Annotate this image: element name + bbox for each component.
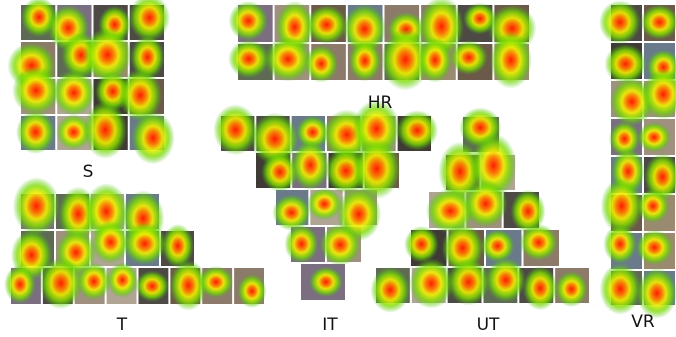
heat-blob (264, 36, 312, 82)
heat-blob (228, 0, 269, 41)
heat-blob (463, 179, 508, 228)
heat-blob (352, 138, 401, 200)
heat-blob (56, 114, 92, 151)
heat-blob (522, 266, 558, 311)
heat-blob (284, 224, 319, 264)
panel-label: VR (631, 312, 655, 332)
heat-blob (319, 223, 362, 266)
heat-blob (480, 229, 515, 263)
heat-blob (135, 270, 170, 302)
heat-blob (519, 224, 558, 261)
heat-blob (603, 224, 637, 264)
heat-blob (128, 0, 171, 42)
heat-blob (404, 225, 439, 263)
heat-blob (131, 111, 175, 165)
heat-blob (91, 220, 130, 264)
heat-blob (425, 188, 475, 234)
heat-blob (644, 153, 676, 201)
heat-blob (250, 112, 299, 166)
heat-blob (39, 257, 83, 310)
heat-blob (637, 122, 671, 153)
heat-blob (599, 263, 641, 315)
heat-blob (370, 267, 411, 313)
panel-label: IT (322, 315, 338, 335)
panel-label: UT (477, 315, 500, 335)
heat-blob (305, 5, 348, 45)
heat-blob (198, 266, 234, 298)
heat-blob (83, 27, 132, 83)
heat-blob (12, 177, 61, 236)
heat-blob (348, 39, 382, 82)
heat-blob (635, 229, 674, 266)
heat-blob (449, 40, 488, 75)
heat-blob (52, 69, 95, 116)
heat-blob (608, 121, 641, 157)
panel-label: T (116, 315, 128, 335)
heat-blob (489, 31, 532, 89)
heat-blob (485, 257, 526, 303)
heat-blob (237, 274, 267, 309)
heat-blob (272, 194, 311, 231)
heat-blob (408, 258, 454, 309)
panel-label: S (83, 162, 94, 182)
heat-blob (600, 177, 643, 235)
heat-blob (76, 262, 111, 301)
heat-blob (16, 110, 56, 155)
heat-blob (106, 262, 139, 298)
heat-blob (296, 115, 330, 149)
heat-blob (306, 187, 342, 221)
heat-blob (83, 100, 128, 159)
heat-blob (123, 222, 167, 265)
heat-blob (599, 0, 641, 45)
heat-blob (161, 223, 194, 268)
panel-label: HR (368, 93, 393, 113)
heat-blob (291, 140, 330, 191)
heat-blob (213, 104, 258, 156)
heat-blob (169, 260, 208, 311)
heat-blob (4, 264, 36, 304)
heat-blob (510, 189, 546, 234)
heat-blob (261, 152, 299, 192)
heat-blob (396, 110, 439, 151)
heat-blob (604, 43, 647, 84)
heat-blob (418, 37, 452, 83)
heat-blob (118, 68, 163, 122)
heat-blob (636, 267, 676, 319)
heat-blob (641, 68, 676, 120)
heat-blob (380, 28, 430, 91)
heat-blob (640, 4, 676, 40)
heat-blob (304, 45, 339, 83)
heatmaps (4, 0, 676, 319)
heat-blob (12, 66, 60, 115)
heat-blob (555, 271, 588, 308)
heat-blob (228, 39, 270, 79)
heat-blob (130, 35, 165, 80)
heat-blob (636, 188, 670, 224)
heat-blob (308, 266, 343, 298)
heat-blob (447, 258, 490, 306)
heat-blob (342, 4, 387, 54)
